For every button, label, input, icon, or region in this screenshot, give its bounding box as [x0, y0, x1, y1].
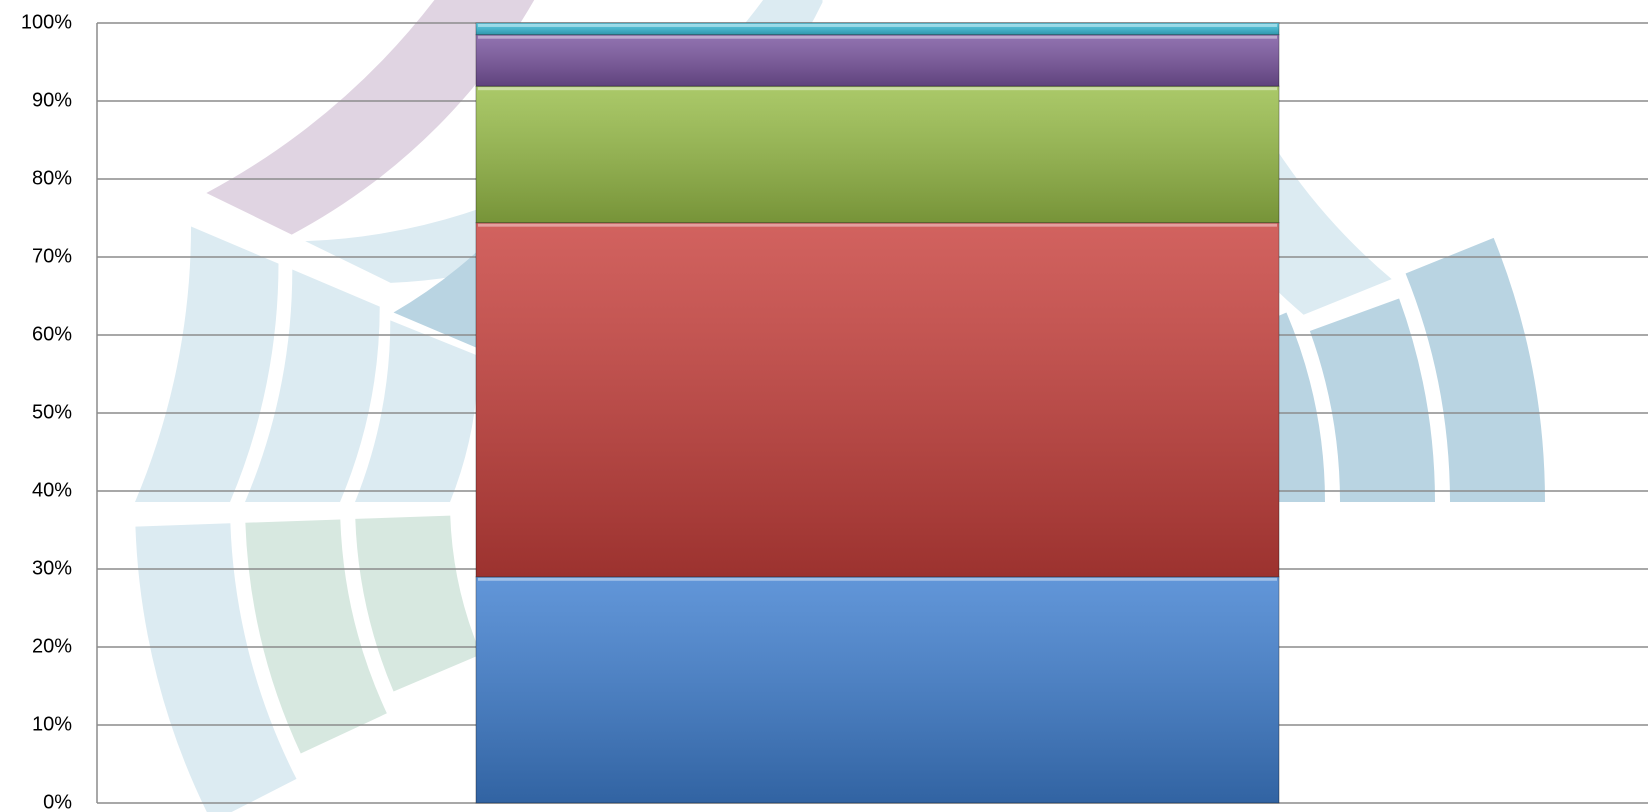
watermark-sector	[355, 320, 479, 502]
watermark-sector	[245, 519, 387, 754]
watermark-sector	[135, 226, 279, 503]
watermark-sector	[206, 0, 535, 235]
y-tick-label: 90%	[32, 89, 72, 111]
bar-segment	[475, 85, 1280, 224]
bar-segment	[475, 222, 1280, 578]
y-tick-label: 10%	[32, 713, 72, 735]
y-tick-label: 80%	[32, 167, 72, 189]
watermark-sector	[245, 269, 380, 502]
watermark-sector	[135, 523, 297, 812]
y-tick-label: 0%	[43, 791, 72, 812]
y-tick-label: 50%	[32, 401, 72, 423]
bar-segment	[475, 34, 1280, 87]
y-tick-label: 70%	[32, 245, 72, 267]
bar-highlight	[478, 87, 1277, 91]
watermark-sector	[355, 515, 482, 692]
bar-highlight	[478, 223, 1277, 227]
y-tick-label: 60%	[32, 323, 72, 345]
bar-highlight	[478, 24, 1277, 27]
bar-highlight	[478, 577, 1277, 581]
y-tick-label: 30%	[32, 557, 72, 579]
watermark-sector	[1309, 298, 1435, 502]
y-tick-label: 100%	[21, 11, 72, 33]
watermark-sector	[1405, 237, 1545, 503]
bar-highlight	[478, 35, 1277, 39]
bar-segment	[475, 576, 1280, 804]
y-tick-label: 40%	[32, 479, 72, 501]
y-tick-label: 20%	[32, 635, 72, 657]
